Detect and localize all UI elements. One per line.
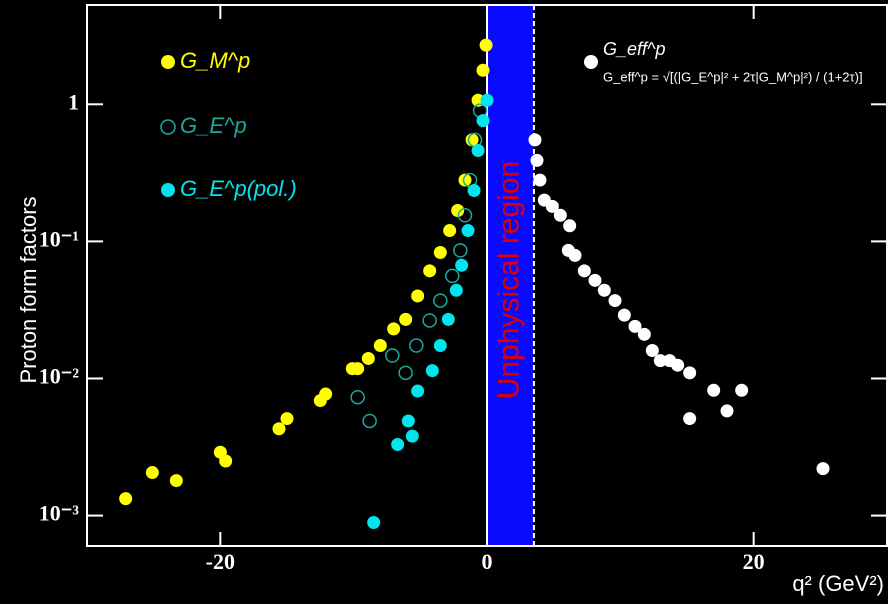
- data-point: [530, 153, 544, 167]
- data-point: [628, 319, 642, 333]
- formula: G_eff^p = √[(|G_E^p|² + 2τ|G_M^p|²) / (1…: [603, 69, 863, 84]
- y-tick-label: 10⁻²: [39, 364, 80, 389]
- x-tick-label: -20: [206, 549, 235, 574]
- data-point: [683, 412, 697, 426]
- data-point: [476, 114, 490, 128]
- y-tick-label: 10⁻³: [39, 501, 80, 526]
- data-point: [169, 474, 183, 488]
- data-point: [433, 339, 447, 353]
- data-point: [433, 293, 448, 308]
- data-point: [449, 283, 463, 297]
- data-point: [361, 351, 375, 365]
- data-point: [480, 93, 494, 107]
- data-point: [458, 173, 472, 187]
- data-point: [671, 358, 685, 372]
- y-tick-label: 1: [68, 89, 79, 114]
- data-point: [608, 294, 622, 308]
- data-point: [645, 344, 659, 358]
- data-point: [385, 348, 400, 363]
- data-point: [653, 354, 667, 368]
- data-point: [351, 362, 365, 376]
- data-point: [367, 516, 381, 530]
- band-annotation: Unphysical region: [492, 161, 525, 399]
- legend-marker: [161, 55, 175, 69]
- data-point: [467, 184, 481, 198]
- data-point: [735, 383, 749, 397]
- data-point: [637, 327, 651, 341]
- data-point: [453, 243, 468, 258]
- data-point: [401, 414, 415, 428]
- data-point: [272, 422, 286, 436]
- data-point: [409, 338, 424, 353]
- data-point: [528, 133, 542, 147]
- legend-label: G_E^p(pol.): [180, 176, 297, 201]
- data-point: [319, 387, 333, 401]
- data-point: [568, 248, 582, 262]
- data-point: [411, 384, 425, 398]
- y-axis-label: Proton form factors: [16, 196, 41, 383]
- data-point: [445, 268, 460, 284]
- data-point: [563, 219, 577, 233]
- data-point: [533, 173, 547, 187]
- data-point: [398, 365, 413, 381]
- data-point: [597, 283, 611, 297]
- x-tick-label: 20: [743, 549, 765, 574]
- unphysical-band: [487, 5, 534, 546]
- legend-label: G_eff^p: [603, 39, 665, 59]
- data-point: [471, 144, 485, 158]
- legend-marker: [161, 183, 175, 197]
- y-tick-label: 10⁻¹: [39, 226, 79, 251]
- data-point: [443, 224, 457, 238]
- data-point: [422, 313, 437, 328]
- data-point: [399, 312, 413, 326]
- data-point: [425, 364, 439, 378]
- data-point: [350, 389, 365, 405]
- data-point: [588, 273, 602, 287]
- data-point: [362, 413, 377, 429]
- data-point: [683, 366, 697, 380]
- data-point: [545, 199, 559, 213]
- legend-label: G_E^p: [180, 113, 247, 138]
- data-point: [455, 258, 469, 272]
- data-point: [280, 412, 294, 426]
- legend-label: G_M^p: [180, 48, 250, 73]
- data-point: [119, 492, 133, 506]
- data-point: [391, 437, 405, 451]
- data-point: [461, 224, 475, 238]
- data-point: [451, 204, 465, 218]
- data-point: [476, 63, 490, 77]
- data-point: [219, 454, 233, 468]
- x-tick-label: 0: [482, 549, 493, 574]
- data-point: [373, 339, 387, 353]
- legend-marker: [160, 119, 176, 135]
- data-point: [720, 404, 734, 418]
- data-point: [553, 208, 567, 222]
- data-point: [411, 289, 425, 303]
- data-point: [433, 245, 447, 259]
- data-point: [479, 38, 493, 52]
- data-point: [441, 312, 455, 326]
- x-axis-label: q² (GeV²): [792, 571, 884, 596]
- data-point: [577, 264, 591, 278]
- data-point: [387, 322, 401, 336]
- data-point: [405, 429, 419, 443]
- data-point: [457, 208, 473, 223]
- data-point: [423, 264, 437, 278]
- data-point: [816, 462, 830, 476]
- data-point: [145, 466, 159, 480]
- legend-marker: [584, 55, 598, 69]
- data-point: [617, 308, 631, 322]
- data-point: [707, 383, 721, 397]
